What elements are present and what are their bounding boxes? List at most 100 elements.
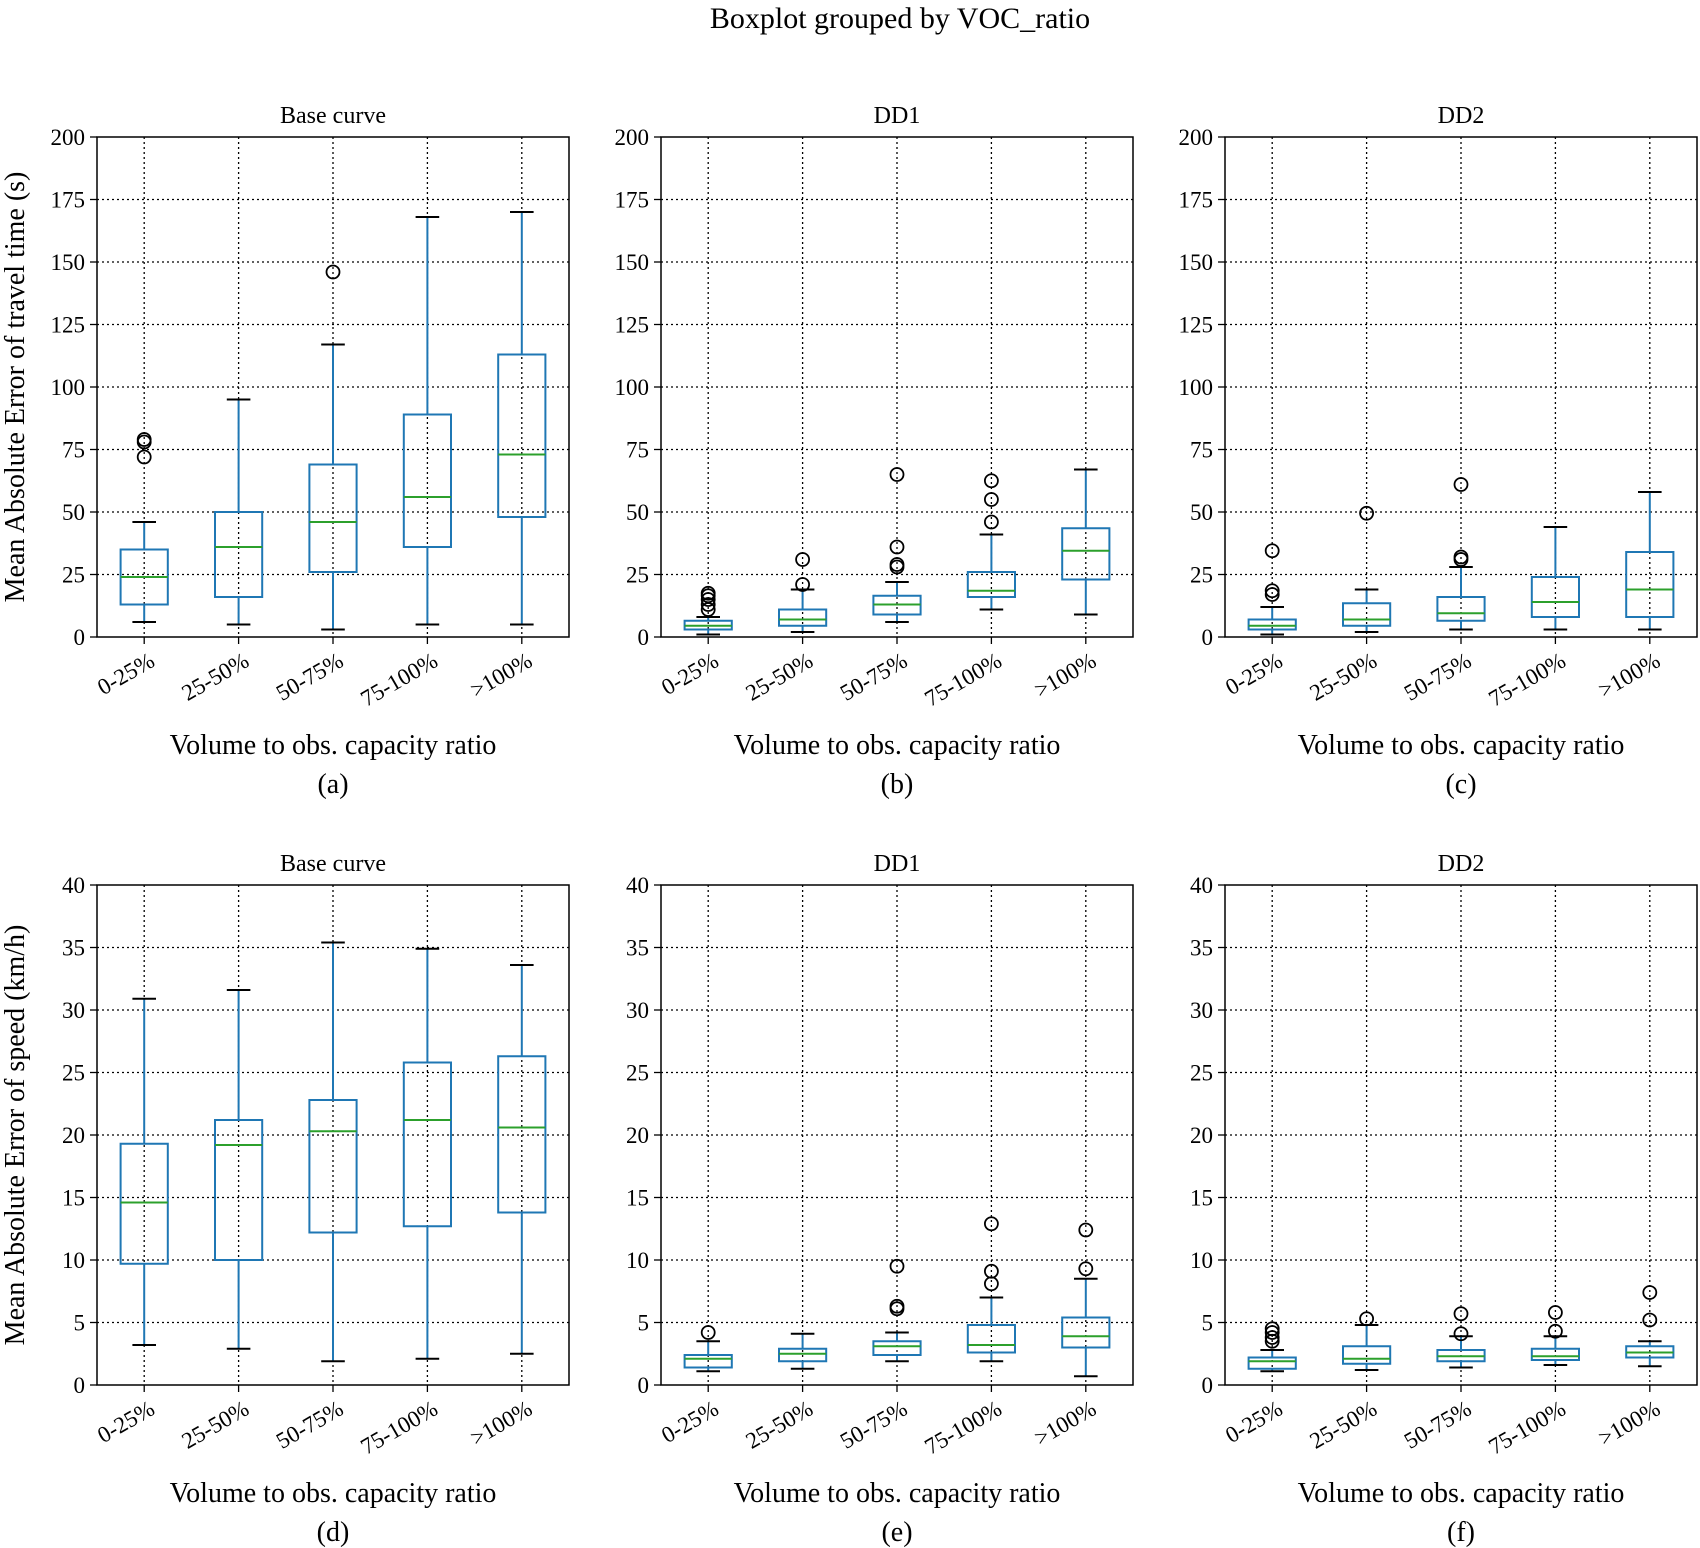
y-tick-label: 200 bbox=[615, 125, 650, 150]
y-tick-label: 0 bbox=[74, 1373, 86, 1398]
y-tick-label: 15 bbox=[626, 1186, 649, 1211]
x-tick-label: 25-50% bbox=[178, 1396, 254, 1454]
y-tick-label: 0 bbox=[1202, 1373, 1214, 1398]
x-tick-label: >100% bbox=[1594, 648, 1664, 703]
box-iqr bbox=[1247, 1356, 1297, 1370]
panel-title: DD1 bbox=[874, 103, 921, 129]
panel-4: 0 5 10 15 20 25 30 35 40 0-25% 25-50% 50-75% 75-100%… bbox=[0, 851, 570, 1548]
box-2 bbox=[1342, 1311, 1392, 1371]
x-tick-label: >100% bbox=[466, 648, 536, 703]
y-tick-label: 25 bbox=[626, 1061, 649, 1086]
panel-title: DD2 bbox=[1438, 851, 1485, 877]
x-tick-label: 0-25% bbox=[657, 1396, 723, 1448]
panel-5: 0 5 10 15 20 25 30 35 40 0-25% 25-50% 50-75% 75-100%… bbox=[626, 851, 1134, 1548]
flier-point bbox=[984, 1216, 999, 1232]
y-tick-label: 15 bbox=[1190, 1186, 1213, 1211]
box-4 bbox=[402, 947, 452, 1360]
box-iqr bbox=[1342, 1345, 1392, 1365]
x-tick-label: >100% bbox=[1030, 648, 1100, 703]
y-tick-label: 125 bbox=[1179, 313, 1214, 338]
flier-point bbox=[1548, 1323, 1563, 1339]
flier-point bbox=[889, 1298, 905, 1314]
box-iqr bbox=[778, 1347, 828, 1363]
flier-point bbox=[889, 539, 905, 555]
flier-point bbox=[1359, 505, 1374, 521]
box-3 bbox=[872, 467, 922, 623]
y-tick-label: 150 bbox=[615, 250, 650, 275]
box-1 bbox=[683, 1325, 733, 1373]
flier-point bbox=[1264, 1330, 1280, 1345]
flier-point bbox=[889, 557, 905, 572]
flier-point bbox=[1078, 1222, 1094, 1238]
x-tick-label: 50-75% bbox=[1400, 648, 1476, 706]
box-iqr bbox=[872, 1340, 922, 1356]
y-tick-label: 125 bbox=[51, 313, 86, 338]
panel-2: 0 25 50 75 100 125 150 175 200 0-25% 25-50% 50-75% 7… bbox=[615, 103, 1134, 800]
y-tick-label: 40 bbox=[62, 873, 85, 898]
y-tick-label: 50 bbox=[1190, 500, 1213, 525]
flier-point bbox=[984, 1276, 999, 1292]
panel-label: (a) bbox=[317, 769, 348, 800]
flier-point bbox=[889, 467, 905, 482]
y-tick-label: 175 bbox=[615, 188, 650, 213]
y-tick-label: 30 bbox=[1190, 998, 1213, 1023]
y-tick-label: 25 bbox=[1190, 1061, 1213, 1086]
flier-point bbox=[984, 492, 999, 507]
flier-point bbox=[325, 264, 341, 280]
x-tick-label: 25-50% bbox=[1306, 648, 1382, 706]
x-tick-label: 25-50% bbox=[742, 1396, 818, 1454]
box-iqr bbox=[1342, 602, 1392, 627]
flier-point bbox=[1642, 1285, 1658, 1300]
box-iqr bbox=[497, 353, 547, 518]
box-3 bbox=[308, 941, 358, 1363]
box-iqr bbox=[402, 413, 452, 548]
y-tick-label: 20 bbox=[62, 1123, 85, 1148]
y-tick-label: 15 bbox=[62, 1186, 85, 1211]
x-tick-label: 25-50% bbox=[1306, 1396, 1382, 1454]
x-tick-label: >100% bbox=[1594, 1396, 1664, 1451]
flier-point bbox=[700, 592, 716, 607]
axes-frame bbox=[660, 884, 1134, 1386]
y-tick-label: 100 bbox=[51, 375, 86, 400]
box-iqr bbox=[214, 1119, 264, 1261]
x-tick-label: 0-25% bbox=[1221, 1396, 1287, 1448]
y-tick-label: 30 bbox=[62, 998, 85, 1023]
box-iqr bbox=[497, 1055, 547, 1214]
x-axis-label: Volume to obs. capacity ratio bbox=[734, 730, 1061, 761]
y-tick-label: 25 bbox=[1190, 563, 1213, 588]
flier-point bbox=[984, 514, 999, 530]
box-iqr bbox=[308, 1099, 358, 1234]
panel-title: DD1 bbox=[874, 851, 921, 877]
y-tick-label: 40 bbox=[1190, 873, 1213, 898]
y-tick-label: 125 bbox=[615, 313, 650, 338]
box-1 bbox=[1247, 543, 1297, 636]
y-tick-label: 35 bbox=[1190, 936, 1213, 961]
x-tick-label: 50-75% bbox=[1400, 1396, 1476, 1454]
flier-point bbox=[795, 577, 810, 592]
flier-point bbox=[1264, 583, 1280, 599]
flier-point bbox=[795, 552, 810, 567]
flier-point bbox=[136, 432, 152, 447]
box-1 bbox=[119, 997, 169, 1346]
box-iqr bbox=[1530, 1347, 1581, 1361]
box-2 bbox=[778, 1332, 828, 1370]
y-axis-label: Mean Absolute Error of travel time (s) bbox=[0, 172, 31, 603]
y-tick-label: 200 bbox=[1179, 125, 1214, 150]
y-tick-label: 0 bbox=[638, 625, 650, 650]
box-iqr bbox=[1530, 576, 1581, 618]
y-tick-label: 10 bbox=[1190, 1248, 1213, 1273]
box-5 bbox=[1061, 1222, 1111, 1378]
y-tick-label: 50 bbox=[62, 500, 85, 525]
box-iqr bbox=[214, 511, 264, 598]
axes-frame bbox=[660, 136, 1134, 638]
box-3 bbox=[872, 1258, 922, 1363]
x-axis-label: Volume to obs. capacity ratio bbox=[1298, 1478, 1625, 1509]
box-iqr bbox=[308, 463, 358, 573]
box-2 bbox=[214, 398, 264, 626]
box-iqr bbox=[1625, 551, 1675, 618]
x-tick-label: 75-100% bbox=[356, 1396, 442, 1460]
flier-point bbox=[1548, 1305, 1563, 1320]
x-tick-label: 0-25% bbox=[93, 1396, 159, 1448]
panel-title: DD2 bbox=[1438, 103, 1485, 129]
flier-point bbox=[1264, 543, 1280, 559]
